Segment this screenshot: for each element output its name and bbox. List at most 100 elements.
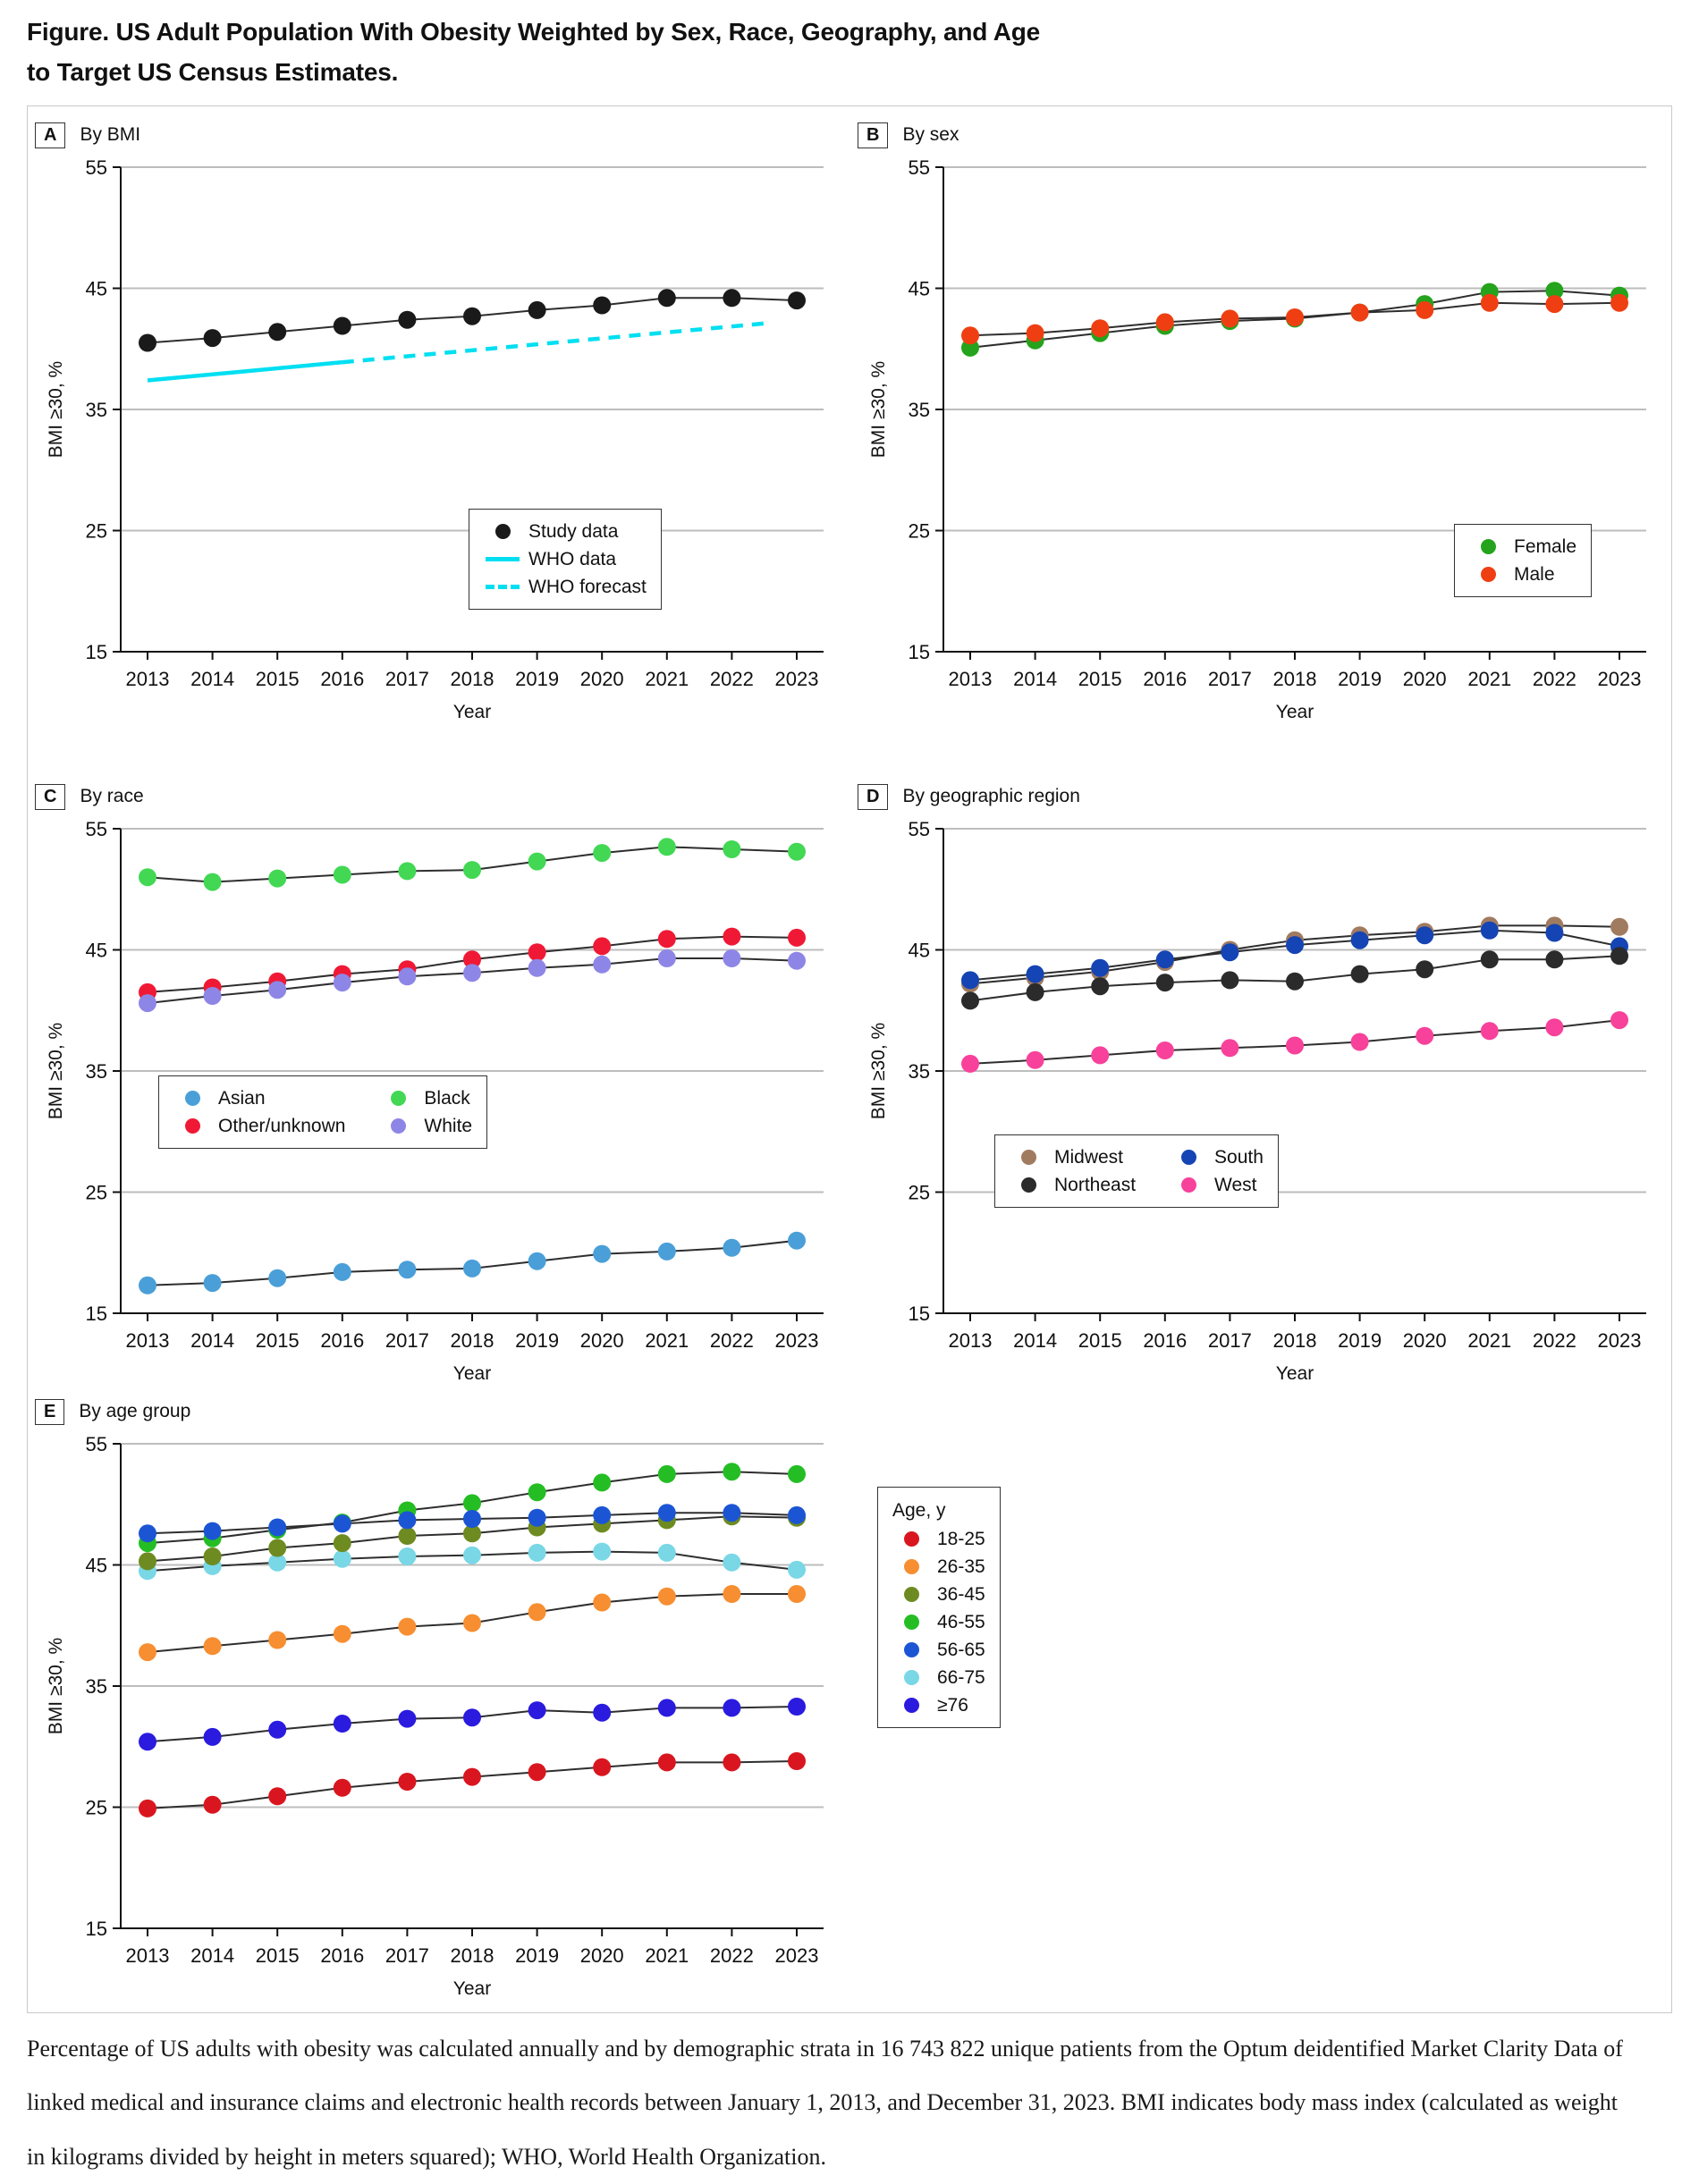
legend-label: Female: [1514, 535, 1577, 557]
data-point-56-65: [723, 1504, 741, 1522]
data-point-northeast: [1416, 960, 1434, 979]
legend-dot-icon: [903, 1670, 919, 1685]
data-point-study-data: [657, 289, 676, 308]
svg-text:2013: 2013: [126, 1944, 170, 1967]
data-point-northeast: [961, 991, 979, 1010]
svg-text:Year: Year: [453, 1978, 491, 1999]
panel-e-legend: Age, y 18-25 26-35 36-45 46-55 56-65 66-75 ≥76: [877, 1487, 1001, 1728]
svg-text:2013: 2013: [949, 1329, 993, 1352]
svg-text:2014: 2014: [1013, 668, 1057, 690]
svg-text:2015: 2015: [1078, 1329, 1122, 1352]
svg-text:25: 25: [909, 1181, 930, 1203]
legend-label: Study data: [528, 520, 619, 542]
svg-text:Year: Year: [1276, 1363, 1314, 1384]
legend-item-northeast: Northeast: [1010, 1171, 1136, 1199]
data-point-male: [1610, 293, 1628, 312]
svg-text:2020: 2020: [1403, 668, 1447, 690]
data-point-36-45: [139, 1552, 156, 1571]
panel-b-header: B By sex: [858, 115, 1667, 155]
panel-letter-badge: B: [858, 122, 889, 148]
data-point-male: [1091, 319, 1110, 338]
svg-text:2013: 2013: [949, 668, 993, 690]
data-point-south: [1286, 936, 1304, 955]
data-point-female: [1545, 282, 1564, 300]
legend-item-south: South: [1170, 1143, 1264, 1171]
data-point-northeast: [1091, 977, 1110, 996]
svg-text:55: 55: [909, 818, 930, 840]
data-point-76: [139, 1733, 156, 1751]
panel-letter-badge: A: [35, 122, 66, 148]
panel-e: E By age group 15 25 35 45 55 2013 2014 2015 2016 2…: [35, 1392, 1090, 2009]
data-point-male: [1416, 300, 1434, 319]
data-point-56-65: [528, 1508, 546, 1527]
data-point-76: [333, 1715, 351, 1733]
svg-text:15: 15: [86, 641, 107, 663]
svg-text:2023: 2023: [775, 668, 819, 690]
data-point-asian: [139, 1276, 156, 1294]
svg-text:2018: 2018: [1273, 1329, 1317, 1352]
svg-text:2023: 2023: [1598, 1329, 1642, 1352]
data-point-asian: [268, 1269, 287, 1287]
data-point-26-35: [528, 1603, 546, 1622]
data-point-white: [463, 964, 481, 982]
svg-text:2017: 2017: [1208, 668, 1252, 690]
data-point-south: [1416, 926, 1434, 945]
data-point-white: [203, 987, 222, 1005]
panel-b-legend: Female Male: [1454, 524, 1593, 597]
data-point-black: [657, 838, 676, 856]
data-point-male: [1155, 313, 1174, 332]
data-point-south: [1545, 923, 1564, 942]
series-line-who-forecast: [342, 321, 765, 365]
svg-text:2015: 2015: [1078, 668, 1122, 690]
data-point-18-25: [268, 1787, 287, 1806]
panel-letter-badge: C: [35, 783, 66, 810]
legend-item-46-55: 46-55: [892, 1608, 985, 1636]
data-point-76: [528, 1701, 546, 1720]
panel-e-header: E By age group: [35, 1392, 1090, 1431]
data-point-18-25: [723, 1753, 741, 1772]
data-point-white: [657, 949, 676, 967]
svg-text:2017: 2017: [1208, 1329, 1252, 1352]
data-point-76: [203, 1727, 222, 1746]
data-point-study-data: [528, 300, 546, 319]
svg-text:2023: 2023: [775, 1329, 819, 1352]
data-point-36-45: [268, 1539, 287, 1557]
legend-dot-icon: [892, 1615, 930, 1630]
data-point-26-35: [463, 1614, 481, 1632]
data-point-56-65: [593, 1505, 612, 1524]
panel-c: C By race 15 25 35 45 55 2013 2014 2015 2016 2017 20…: [35, 777, 844, 1394]
legend-dot-icon: [1469, 539, 1507, 554]
data-point-76: [723, 1699, 741, 1717]
legend-entries: Study data WHO data WHO forecast: [484, 518, 647, 601]
panel-title: By geographic region: [902, 786, 1080, 806]
data-point-26-35: [723, 1585, 741, 1603]
legend-dot-icon: [892, 1642, 930, 1657]
data-point-white: [528, 958, 546, 977]
legend-dot-icon: [903, 1559, 919, 1574]
data-point-male: [1545, 295, 1564, 314]
data-point-white: [268, 981, 287, 999]
svg-text:2017: 2017: [385, 1329, 429, 1352]
svg-text:BMI ≥30, %: BMI ≥30, %: [868, 361, 889, 458]
data-point-study-data: [139, 333, 156, 352]
legend-label: 56-65: [937, 1639, 985, 1660]
panel-title: By BMI: [80, 124, 141, 145]
svg-text:2013: 2013: [126, 668, 170, 690]
data-point-black: [333, 865, 351, 884]
data-point-south: [961, 971, 979, 990]
legend-item-male: Male: [1469, 561, 1576, 588]
data-point-west: [1416, 1026, 1434, 1045]
data-point-black: [723, 840, 741, 858]
legend-label: South: [1214, 1146, 1264, 1168]
data-point-study-data: [723, 289, 741, 308]
data-point-other-unknown: [788, 928, 806, 947]
legend-line-icon: [486, 557, 520, 561]
legend-dot-icon: [903, 1698, 919, 1713]
legend-label: White: [424, 1115, 473, 1136]
data-point-study-data: [463, 307, 481, 325]
svg-text:2022: 2022: [710, 1329, 754, 1352]
data-point-26-35: [268, 1631, 287, 1649]
data-point-white: [593, 955, 612, 974]
data-point-south: [1091, 958, 1110, 977]
panel-a-chart: 15 25 35 45 55 2013 2014 2015 2016 2017 2018 2019 20…: [46, 156, 824, 722]
